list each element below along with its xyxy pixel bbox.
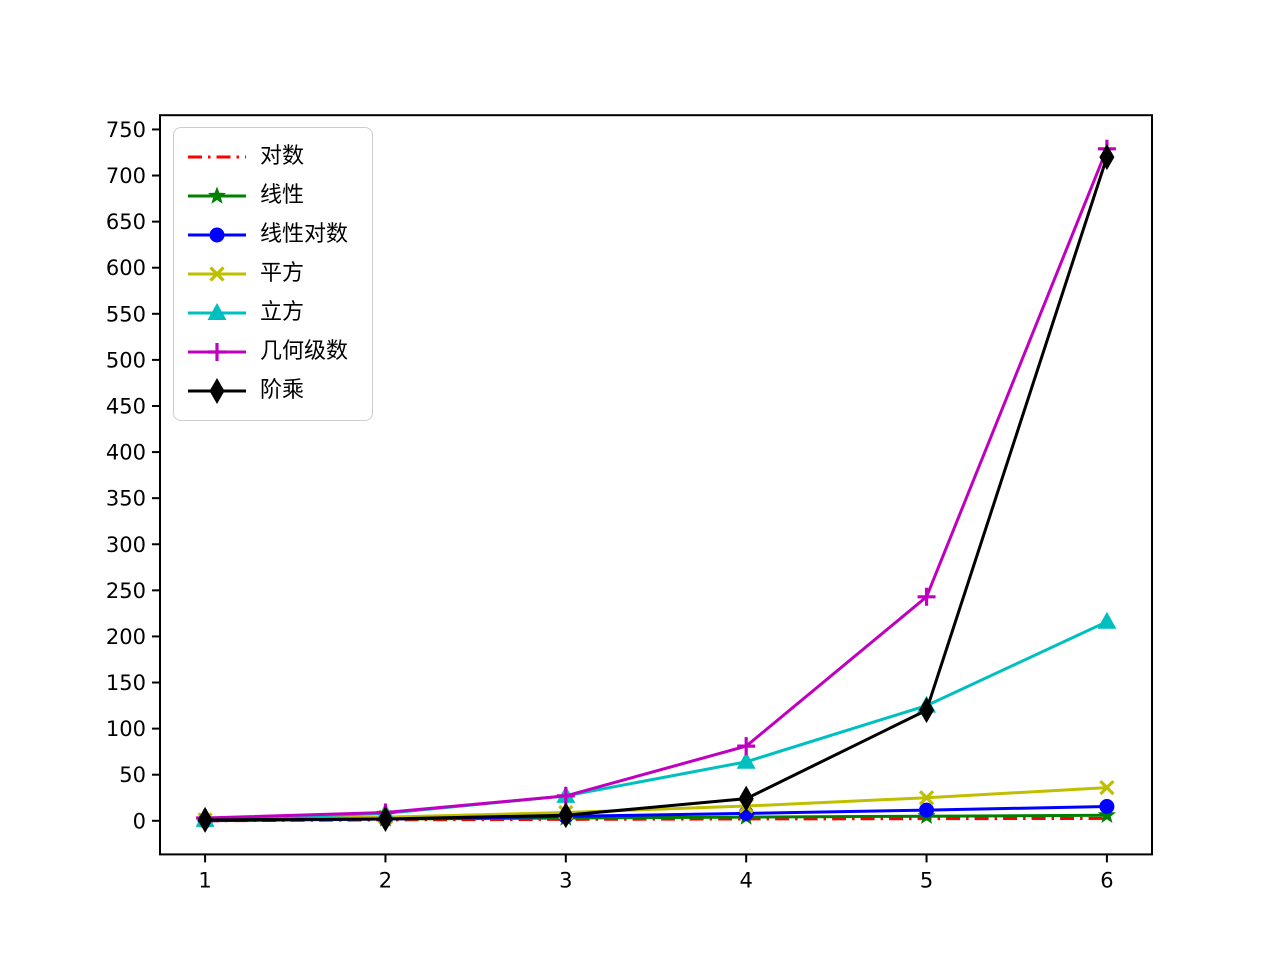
legend-label: 阶乘	[260, 378, 305, 403]
x-tick-label: 2	[379, 868, 392, 892]
legend-label: 立方	[260, 300, 305, 325]
series-阶乘	[197, 144, 1115, 833]
legend-item: 阶乘	[186, 374, 348, 408]
legend-item: 线性	[186, 179, 348, 213]
legend-item: 几何级数	[186, 335, 348, 369]
x-tick-label: 3	[559, 868, 572, 892]
y-tick-label: 150	[106, 671, 146, 695]
legend-label: 线性对数	[260, 222, 349, 247]
y-tick-label: 500	[106, 348, 146, 372]
legend-item: 线性对数	[186, 218, 348, 252]
y-tick-label: 350	[106, 487, 146, 511]
legend-line-sample	[188, 155, 246, 159]
y-tick-label: 400	[106, 441, 146, 465]
y-tick-label: 250	[106, 579, 146, 603]
y-tick-label: 0	[133, 809, 146, 833]
x-tick-label: 6	[1100, 868, 1113, 892]
legend-line-sample	[188, 266, 246, 282]
x-tick-label: 5	[920, 868, 933, 892]
legend-item: 立方	[186, 296, 348, 330]
y-tick-label: 50	[119, 763, 146, 787]
x-tick-label: 4	[739, 868, 752, 892]
legend-label: 对数	[260, 144, 305, 169]
legend-line-sample	[188, 303, 246, 320]
legend-line-sample	[188, 227, 246, 243]
y-tick-label: 750	[106, 118, 146, 142]
legend-label: 线性	[260, 183, 305, 208]
y-tick-label: 550	[106, 302, 146, 326]
legend-label: 平方	[260, 261, 305, 286]
x-tick-label: 1	[198, 868, 211, 892]
legend-item: 平方	[186, 257, 348, 291]
y-tick-label: 450	[106, 394, 146, 418]
legend: 对数线性线性对数平方立方几何级数阶乘	[173, 127, 374, 421]
y-tick-label: 650	[106, 210, 146, 234]
legend-item: 对数	[186, 140, 348, 174]
legend-label: 几何级数	[260, 339, 349, 364]
y-tick-label: 600	[106, 256, 146, 280]
legend-line-sample	[188, 378, 246, 404]
axes-frame	[159, 114, 1153, 856]
y-tick-label: 700	[106, 164, 146, 188]
y-tick-label: 100	[106, 717, 146, 741]
legend-line-sample	[188, 343, 246, 361]
y-tick-label: 200	[106, 625, 146, 649]
y-tick-label: 300	[106, 533, 146, 557]
legend-line-sample	[188, 186, 246, 204]
